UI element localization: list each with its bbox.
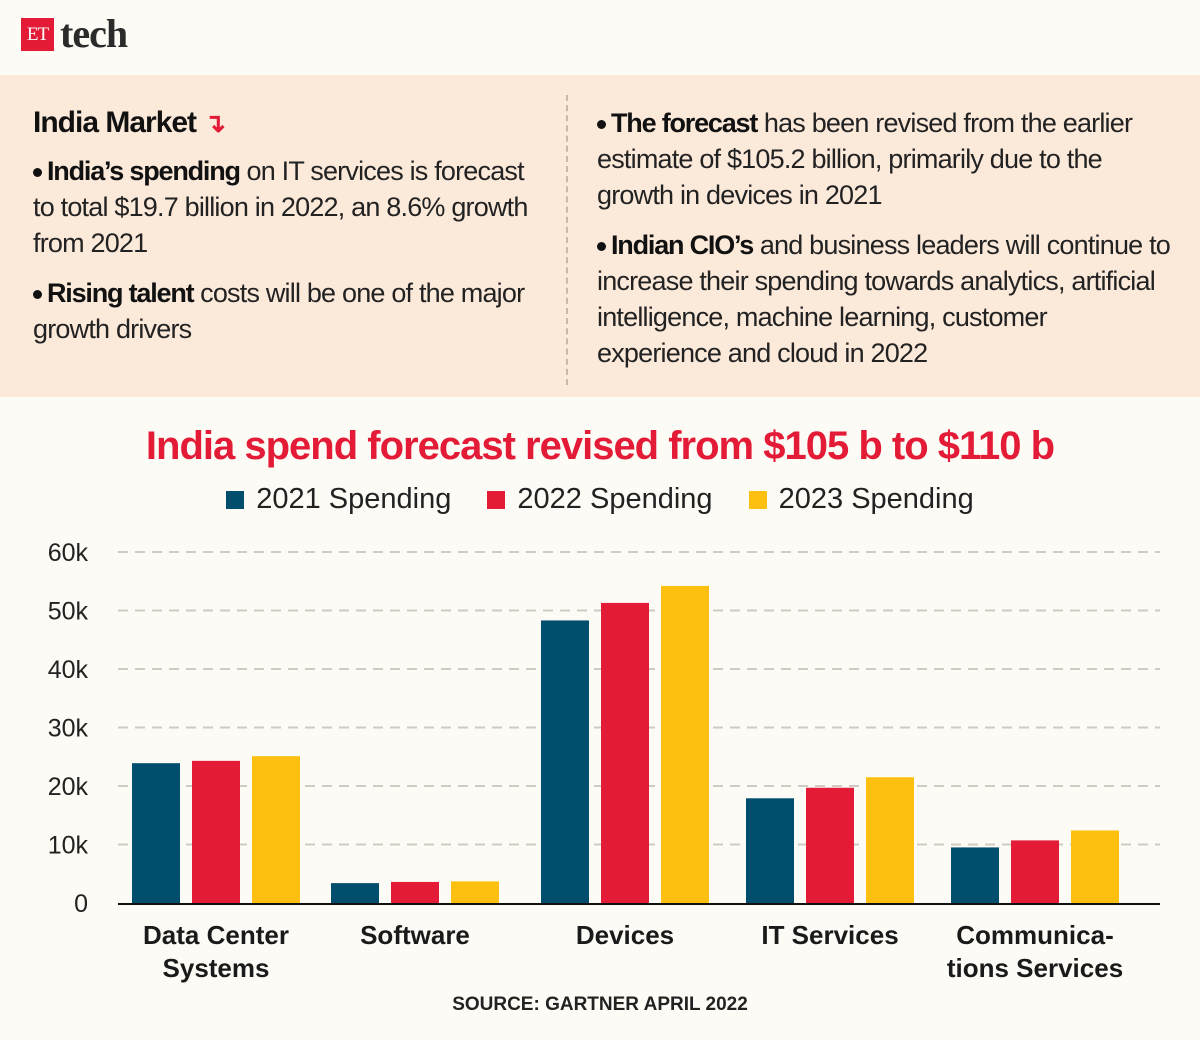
y-tick-label: 60k — [48, 539, 89, 567]
bar — [746, 798, 794, 903]
info-bullet: Indian CIO’s and business leaders will c… — [597, 227, 1177, 371]
bar — [951, 847, 999, 903]
bullet-text: costs will be one of the major growth dr… — [33, 278, 525, 344]
info-heading-text: India Market — [33, 106, 197, 139]
legend-item: 2021 Spending — [226, 483, 451, 516]
bar — [252, 756, 300, 903]
x-tick-label: Communica- — [956, 920, 1113, 950]
info-panel: India Market ↴ India’s spending on IT ser… — [0, 75, 1200, 397]
x-tick-label: Devices — [576, 920, 674, 950]
bar — [1011, 840, 1059, 903]
bullet-icon — [33, 168, 42, 178]
bar — [806, 787, 854, 903]
bullet-icon — [597, 242, 606, 252]
bar — [866, 777, 914, 903]
y-tick-label: 20k — [48, 773, 89, 801]
bullet-bold: The forecast — [611, 108, 758, 138]
y-tick-label: 30k — [48, 715, 89, 743]
bar — [1071, 830, 1119, 903]
legend-swatch — [226, 491, 245, 509]
column-divider — [566, 95, 568, 385]
info-heading: India Market ↴ — [33, 105, 543, 141]
legend-item: 2023 Spending — [748, 483, 974, 516]
legend-label: 2022 Spending — [517, 483, 713, 515]
legend-item: 2022 Spending — [487, 483, 713, 516]
legend-label: 2021 Spending — [256, 483, 452, 515]
x-tick-label: Data Center — [143, 920, 289, 950]
source-note: SOURCE: GARTNER APRIL 2022 — [452, 994, 748, 1015]
bar — [541, 620, 589, 903]
y-tick-label: 40k — [48, 656, 89, 684]
x-tick-label: tions Services — [947, 953, 1123, 983]
bullet-text: has been revised from the earlier estima… — [597, 108, 1133, 210]
bar — [331, 883, 379, 903]
x-tick-label: Systems — [163, 953, 270, 983]
header: ET tech — [0, 0, 1200, 75]
y-tick-label: 50k — [48, 598, 89, 626]
legend-swatch — [748, 491, 767, 509]
chart-legend: 2021 Spending 2022 Spending 2023 Spendin… — [0, 483, 1200, 516]
bar — [192, 760, 240, 903]
arrow-turn-down-icon: ↴ — [204, 108, 226, 138]
bullet-bold: Rising talent — [47, 278, 195, 308]
y-tick-label: 10k — [48, 832, 89, 860]
bar — [391, 881, 439, 903]
x-tick-label: IT Services — [761, 920, 898, 950]
bullet-icon — [597, 120, 606, 130]
info-bullet: Rising talent costs will be one of the m… — [33, 275, 543, 347]
chart-title: India spend forecast revised from $105 b… — [145, 424, 1055, 468]
legend-label: 2023 Spending — [778, 483, 974, 515]
legend-swatch — [487, 491, 506, 509]
bullet-bold: India’s spending — [47, 156, 241, 186]
info-right-column: The forecast has been revised from the e… — [597, 105, 1177, 385]
bar — [661, 585, 709, 903]
tech-logo-text: tech — [60, 11, 128, 56]
x-tick-label: Software — [360, 920, 470, 950]
et-logo-mark: ET — [21, 18, 54, 51]
bullet-bold: Indian CIO’s — [611, 230, 754, 260]
info-left-column: India Market ↴ India’s spending on IT ser… — [33, 105, 543, 361]
info-bullet: The forecast has been revised from the e… — [597, 105, 1177, 213]
bar — [451, 881, 499, 903]
info-bullet: India’s spending on IT services is forec… — [33, 153, 543, 261]
bullet-icon — [33, 290, 42, 300]
y-tick-label: 0 — [74, 890, 88, 918]
bar — [601, 602, 649, 903]
bullet-text: on IT services is forecast to total $19.… — [33, 156, 528, 258]
bullet-text: and business leaders will continue to in… — [597, 230, 1171, 368]
bar — [132, 763, 180, 903]
